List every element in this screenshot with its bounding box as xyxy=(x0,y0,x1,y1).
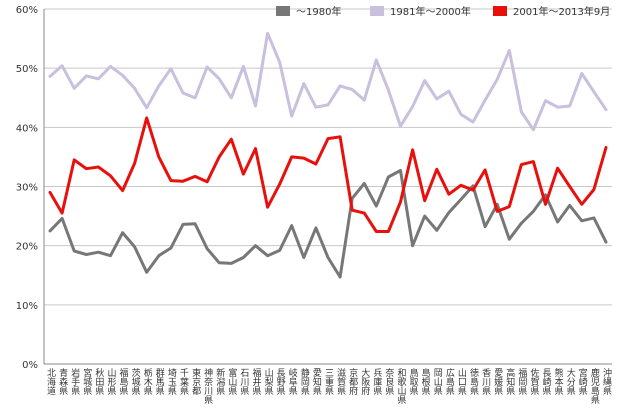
legend-swatch xyxy=(493,6,507,16)
legend-label: 2001年～2013年9月 xyxy=(513,5,610,18)
x-category-label: 長野県 xyxy=(275,368,286,396)
x-category-label: 北海道 xyxy=(45,368,56,396)
x-category-label: 埼玉県 xyxy=(166,367,177,396)
x-axis-categories: 北海道 青森県 岩手県 宮城県 秋田県 山形県 福島県 茨城県 栃木県 群馬県 埼玉県 千葉県 東京都神… xyxy=(45,367,611,405)
legend: ～1980年 1981年～2000年 2001年～2013年9月 xyxy=(276,5,610,18)
y-tick-label: 10% xyxy=(16,301,38,312)
x-category-label: 神奈川県 xyxy=(202,367,213,405)
legend-swatch xyxy=(276,6,290,16)
x-category-label: 大分県 xyxy=(565,367,576,396)
x-category-label: 兵庫県 xyxy=(371,367,382,396)
x-category-label: 山口県 xyxy=(456,368,467,396)
x-category-label: 茨城県 xyxy=(130,367,141,396)
x-category-label: 島根県 xyxy=(420,367,431,396)
x-category-label: 岡山県 xyxy=(432,368,443,396)
x-category-label: 愛知県 xyxy=(311,367,322,396)
x-category-label: 栃木県 xyxy=(142,367,153,396)
x-category-label: 山梨県 xyxy=(263,368,274,396)
x-category-label: 岐阜県 xyxy=(287,367,298,396)
y-axis-ticks: 0% 10% 20% 30% 40% 50% 60% xyxy=(16,5,38,371)
legend-label: ～1980年 xyxy=(296,5,341,18)
x-category-label: 和歌山県 xyxy=(396,368,407,405)
y-tick-label: 30% xyxy=(16,183,38,194)
x-category-label: 静岡県 xyxy=(299,367,310,396)
x-category-label: 山形県 xyxy=(105,368,116,396)
y-tick-label: 20% xyxy=(16,242,38,253)
series-line-1 xyxy=(48,31,608,132)
x-category-label: 京都府 xyxy=(347,367,358,396)
x-category-label: 鳥取県 xyxy=(408,367,419,396)
x-category-label: 三重県 xyxy=(323,368,334,396)
x-category-label: 大阪府 xyxy=(359,367,370,396)
x-category-label: 秋田県 xyxy=(93,367,104,396)
legend-swatch xyxy=(370,6,384,16)
x-category-label: 千葉県 xyxy=(178,368,189,396)
x-category-label: 香川県 xyxy=(480,368,491,396)
x-category-label: 徳島県 xyxy=(468,367,479,396)
x-category-label: 広島県 xyxy=(444,367,455,396)
series-line-2 xyxy=(48,116,608,233)
x-category-label: 青森県 xyxy=(57,367,67,396)
x-category-label: 岩手県 xyxy=(69,367,80,396)
x-category-label: 群馬県 xyxy=(154,367,165,396)
x-category-label: 福岡県 xyxy=(516,367,527,396)
x-category-label: 高知県 xyxy=(504,367,515,396)
y-tick-label: 50% xyxy=(16,64,38,75)
series-lines xyxy=(48,31,608,279)
x-category-label: 佐賀県 xyxy=(528,367,539,396)
grid xyxy=(43,8,612,365)
x-category-label: 鹿児島県 xyxy=(589,367,600,405)
x-category-label: 東京都 xyxy=(190,367,201,396)
y-tick-label: 60% xyxy=(16,5,38,16)
x-category-label: 沖縄県 xyxy=(601,367,612,396)
x-category-label: 石川県 xyxy=(238,368,249,396)
y-tick-label: 40% xyxy=(16,123,38,134)
y-tick-label: 0% xyxy=(22,360,38,371)
x-category-label: 滋賀県 xyxy=(335,367,346,396)
x-category-label: 宮城県 xyxy=(81,367,92,396)
x-category-label: 愛媛県 xyxy=(492,367,503,396)
x-category-label: 新潟県 xyxy=(214,367,225,396)
x-category-label: 福島県 xyxy=(118,367,129,396)
x-category-label: 福井県 xyxy=(250,367,261,396)
x-category-label: 富山県 xyxy=(226,367,237,396)
x-category-label: 奈良県 xyxy=(383,367,394,396)
x-category-label: 宮崎県 xyxy=(577,367,588,396)
x-category-label: 熊本県 xyxy=(553,367,564,396)
x-category-label: 長崎県 xyxy=(541,368,552,396)
legend-label: 1981年～2000年 xyxy=(390,5,471,18)
series-line-0 xyxy=(48,169,608,279)
